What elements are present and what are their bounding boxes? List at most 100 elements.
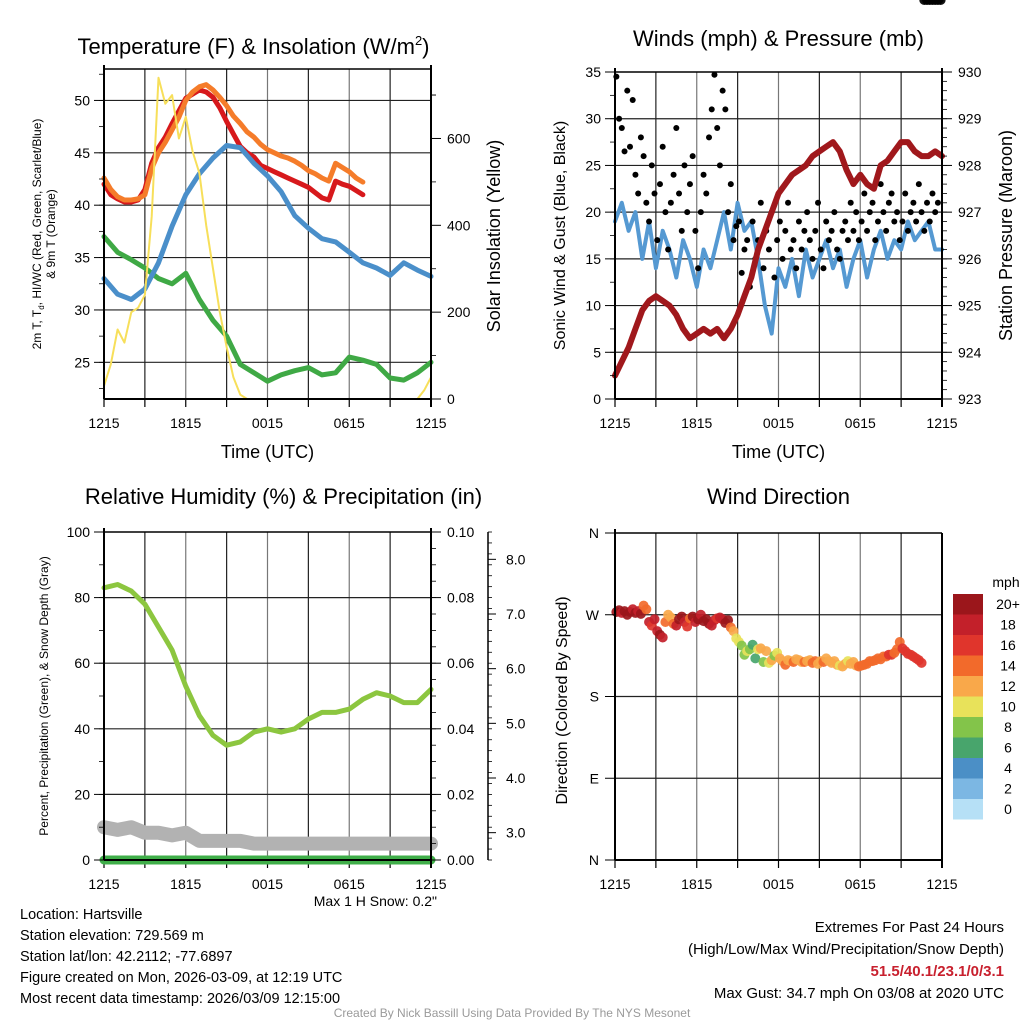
recent-timestamp-text: Most recent data timestamp: 2026/03/09 1… <box>20 991 341 1007</box>
y2-tick-label: 0.10 <box>447 524 474 540</box>
gust-point <box>883 227 890 234</box>
gust-point <box>697 209 704 216</box>
gust-point <box>637 134 644 141</box>
y-tick-label: 0 <box>82 852 90 868</box>
colorbar-label: 14 <box>1000 658 1016 674</box>
gust-point <box>684 209 691 216</box>
gust-point <box>885 199 892 206</box>
gust-point <box>651 190 658 197</box>
pressure-y-label: Station Pressure (Maroon) <box>996 130 1016 341</box>
x-tick-label: 1215 <box>926 415 957 431</box>
gust-point <box>815 199 822 206</box>
gust-point <box>646 218 653 225</box>
colorbar-label: 16 <box>1000 637 1016 653</box>
x-tick-label: 0615 <box>845 876 876 892</box>
gust-point <box>616 115 623 122</box>
gust-point <box>735 218 742 225</box>
colorbar-label: 6 <box>1004 740 1012 756</box>
direction-point <box>649 614 660 625</box>
gust-point <box>913 218 920 225</box>
direction-point <box>641 604 652 615</box>
y-tick-label: 25 <box>585 157 601 173</box>
colorbar-label: 12 <box>1000 678 1016 694</box>
gust-point <box>725 209 732 216</box>
x-tick-label: 1215 <box>926 876 957 892</box>
gust-point <box>825 237 832 244</box>
gust-point <box>834 246 841 253</box>
y-tick-label: 60 <box>74 655 90 671</box>
y-tick-label: 40 <box>74 721 90 737</box>
y-tick-label: N <box>589 852 599 868</box>
y2-tick-label: 200 <box>447 304 471 320</box>
y-tick-label: N <box>589 525 599 541</box>
gust-point <box>817 246 824 253</box>
y2-tick-label: 0 <box>447 391 455 407</box>
gust-point <box>918 209 925 216</box>
y2-tick-label: 928 <box>958 157 982 173</box>
gust-point <box>643 199 650 206</box>
y2-tick-label: 600 <box>447 130 471 146</box>
x-tick-label: 0015 <box>252 876 283 892</box>
temperature-y-label: 2m T, Td, HI/WC (Red, Green, Scarlet/Blu… <box>30 119 46 350</box>
gust-point <box>804 209 811 216</box>
gust-point <box>844 237 851 244</box>
latlon-text: Station lat/lon: 42.2112; -77.6897 <box>20 949 233 965</box>
gust-point <box>730 237 737 244</box>
gust-point <box>787 246 794 253</box>
wind-y-label: Sonic Wind & Gust (Blue, Black) <box>552 121 569 350</box>
gust-point <box>706 134 713 141</box>
y2-tick-label: 0.00 <box>447 852 474 868</box>
gust-point <box>662 209 669 216</box>
gust-point <box>640 153 647 160</box>
insolation-y-label: Solar Insolation (Yellow) <box>484 140 504 332</box>
colorbar-swatch <box>953 635 983 656</box>
gust-point <box>711 71 718 78</box>
gust-point <box>678 227 685 234</box>
wind-chart-title: Winds (mph) & Pressure (mb) <box>633 26 924 51</box>
gust-point <box>771 274 778 281</box>
colorbar-swatch <box>953 655 983 676</box>
gust-point <box>744 237 751 244</box>
humidity-y-label: Percent, Precipitation (Green), & Snow D… <box>37 556 51 835</box>
colorbar-label: 2 <box>1004 781 1012 797</box>
y2-tick-label: 924 <box>958 344 982 360</box>
y-tick-label: 10 <box>585 298 601 314</box>
colorbar-swatch <box>953 717 983 738</box>
y3-tick-label: 3.0 <box>506 825 526 841</box>
gust-point <box>708 106 715 113</box>
speed-colorbar: mph 20+ 18 16 14 12 10 8 6 4 2 0 <box>953 574 1020 820</box>
gust-point <box>624 87 631 94</box>
gust-point <box>820 265 827 272</box>
gust-point <box>836 255 843 262</box>
y-tick-label: 40 <box>74 197 90 213</box>
gust-point <box>809 255 816 262</box>
gust-point <box>894 209 901 216</box>
y-tick-label: 35 <box>585 64 601 80</box>
gust-point <box>872 237 879 244</box>
gust-point <box>648 162 655 169</box>
colorbar-swatch <box>953 696 983 717</box>
gust-point <box>877 181 884 188</box>
direction-point <box>761 646 772 657</box>
gust-point <box>703 190 710 197</box>
gust-point <box>861 190 868 197</box>
gust-point <box>695 265 702 272</box>
y-tick-label: 20 <box>74 786 90 802</box>
gust-point <box>632 171 639 178</box>
series-hi-wc <box>101 143 434 302</box>
y-tick-label: 30 <box>74 302 90 318</box>
gust-point <box>692 227 699 234</box>
gust-point <box>932 209 939 216</box>
max-gust-text: Max Gust: 34.7 mph On 03/08 at 2020 UTC <box>713 985 1004 1002</box>
gust-point <box>719 87 726 94</box>
extremes-heading: Extremes For Past 24 Hours <box>814 919 1004 936</box>
gust-point <box>673 125 680 132</box>
gust-point <box>626 143 633 150</box>
extremes-panel: Extremes For Past 24 Hours (High/Low/Max… <box>688 917 1004 1005</box>
x-tick-label: 1215 <box>415 415 446 431</box>
temperature-x-label: Time (UTC) <box>221 442 314 462</box>
extremes-subheading: (High/Low/Max Wind/Precipitation/Snow De… <box>688 941 1004 958</box>
x-tick-label: 1215 <box>88 415 119 431</box>
direction-y-label: Direction (Colored By Speed) <box>554 596 571 804</box>
